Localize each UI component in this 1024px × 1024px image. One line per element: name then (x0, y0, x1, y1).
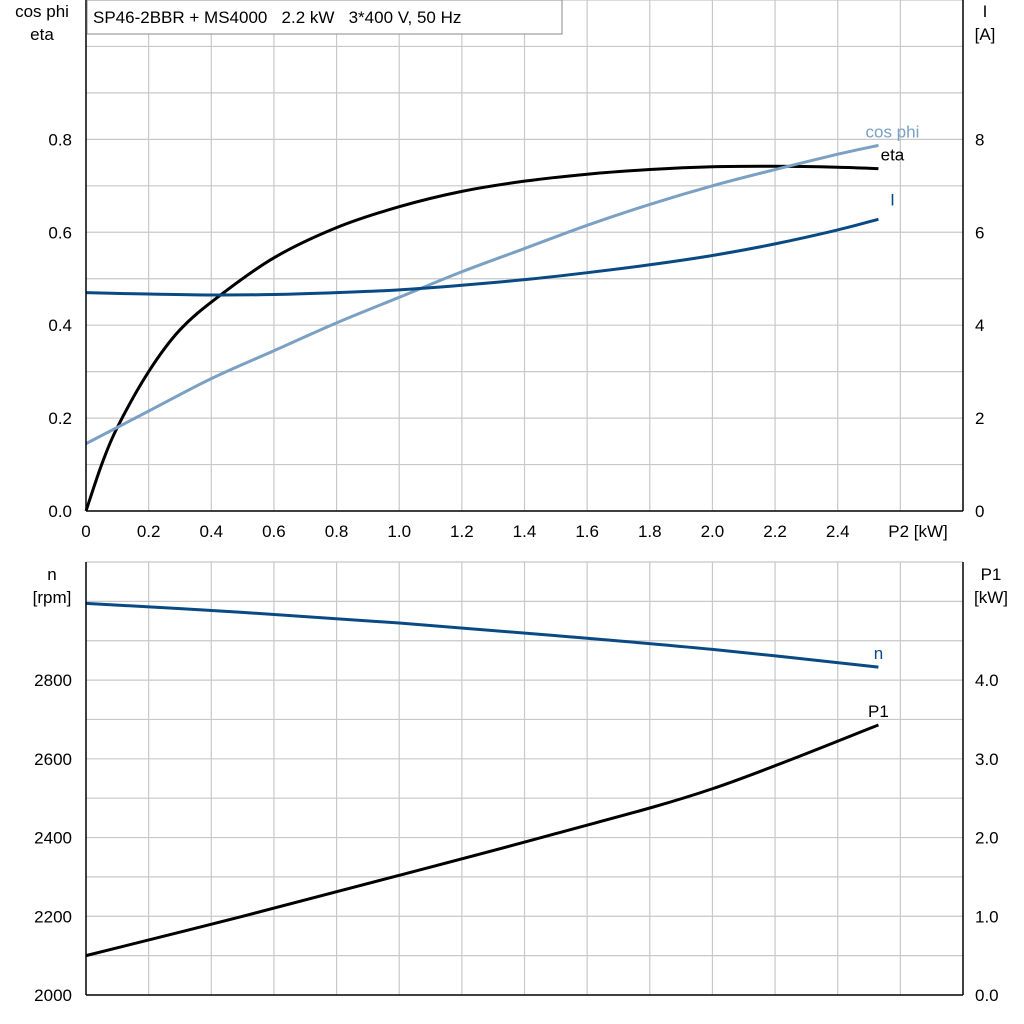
x-tick-label: 2.2 (763, 522, 787, 541)
y-tick-label-left: 0.6 (48, 223, 72, 242)
y-tick-label-right: 4.0 (975, 671, 999, 690)
y-tick-label-right: 2 (975, 409, 984, 428)
y-label-left-top-1: cos phi (15, 2, 69, 21)
top-grid (86, 0, 963, 511)
x-axis-label: P2 [kW] (888, 522, 948, 541)
x-tick-label: 2.0 (701, 522, 725, 541)
y-label-left-bottom-2: [rpm] (33, 588, 72, 607)
y-tick-label-right: 8 (975, 130, 984, 149)
y-tick-label-left: 2600 (34, 750, 72, 769)
x-tick-label: 0.6 (262, 522, 286, 541)
series-label-i: I (890, 190, 895, 209)
y-tick-label-right: 3.0 (975, 750, 999, 769)
x-tick-label: 1.2 (450, 522, 474, 541)
y-tick-label-left: 2800 (34, 671, 72, 690)
y-tick-label-left: 0.2 (48, 409, 72, 428)
y-tick-label-right: 1.0 (975, 907, 999, 926)
bottom-series: n P1 (85, 601, 889, 958)
y-tick-label-left: 2000 (34, 986, 72, 1005)
y-tick-label-right: 4 (975, 316, 984, 335)
series-line-n (85, 601, 879, 669)
y-label-left-top-2: eta (30, 25, 54, 44)
series-line-p1 (85, 723, 879, 958)
x-tick-label: 1.8 (638, 522, 662, 541)
chart-title: SP46-2BBR + MS4000 2.2 kW 3*400 V, 50 Hz (93, 8, 461, 27)
y-tick-label-left: 0.0 (48, 502, 72, 521)
x-tick-label: 1.4 (513, 522, 537, 541)
y-tick-label-left: 2200 (34, 907, 72, 926)
bottom-grid (86, 561, 963, 995)
series-label-p1: P1 (868, 702, 889, 721)
y-tick-label-left: 0.8 (48, 130, 72, 149)
series-line-cos-phi (85, 143, 879, 445)
top-series: eta cos phi I (84, 122, 919, 512)
y-tick-label-right: 6 (975, 223, 984, 242)
y-label-right-bottom-1: P1 (981, 565, 1002, 584)
y-tick-label-left: 2400 (34, 829, 72, 848)
x-tick-label: 1.6 (575, 522, 599, 541)
y-label-right-bottom-2: [kW] (974, 588, 1008, 607)
x-tick-label: 0 (81, 522, 90, 541)
tick-labels: 0 0.2 0.4 0.6 0.8 1.0 1.2 1.4 1.6 1.8 2.0 2.2 2.4 0.0… (34, 130, 998, 1005)
y-tick-label-right: 0 (975, 502, 984, 521)
series-line-eta (84, 164, 879, 512)
series-label-n: n (874, 644, 883, 663)
series-line-i (85, 217, 879, 297)
y-label-right-top-2: [A] (975, 25, 996, 44)
y-tick-label-left: 0.4 (48, 316, 72, 335)
series-label-eta: eta (881, 146, 905, 165)
x-tick-label: 0.8 (325, 522, 349, 541)
series-label-cos-phi: cos phi (865, 122, 919, 141)
x-tick-label: 1.0 (387, 522, 411, 541)
y-tick-label-right: 2.0 (975, 829, 999, 848)
x-tick-label: 0.2 (137, 522, 161, 541)
axes (85, 0, 964, 996)
title-box (86, 0, 563, 35)
y-label-right-top-1: I (983, 2, 988, 21)
y-tick-label-right: 0.0 (975, 986, 999, 1005)
x-tick-label: 0.4 (199, 522, 223, 541)
y-label-left-bottom-1: n (47, 565, 56, 584)
x-tick-label: 2.4 (826, 522, 850, 541)
